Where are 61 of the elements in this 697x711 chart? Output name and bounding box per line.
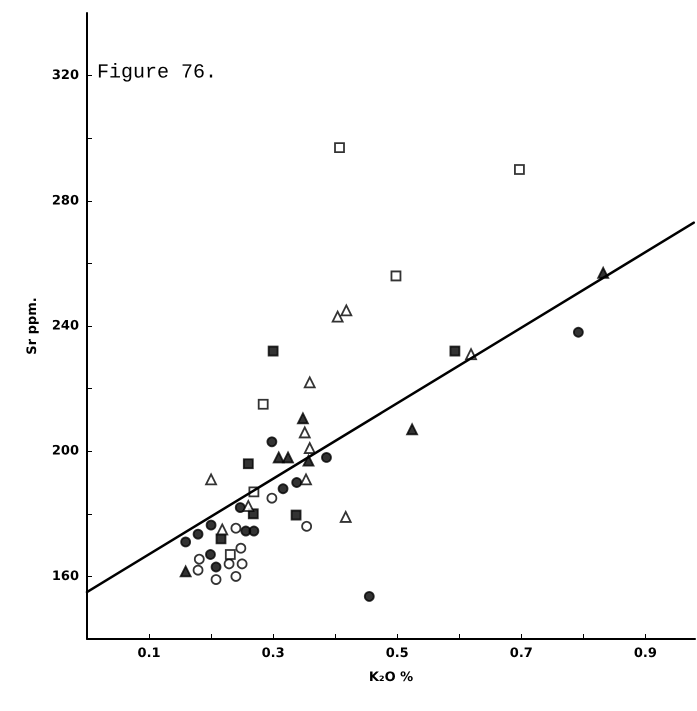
point (205, 549, 216, 560)
point (572, 326, 584, 338)
y-tick-label: 240 (52, 318, 79, 334)
point (210, 574, 222, 585)
x-tick-label: 0.3 (262, 646, 285, 661)
point (272, 452, 285, 464)
point (266, 436, 278, 448)
point (282, 452, 294, 464)
point (321, 452, 332, 463)
y-tick-label: 280 (52, 193, 79, 208)
point (180, 536, 192, 548)
point (248, 526, 260, 536)
point (234, 502, 246, 513)
point (300, 473, 312, 486)
point (340, 304, 352, 316)
point (258, 398, 269, 410)
point (278, 483, 288, 494)
y-axis-title: Sr ppm. (25, 297, 40, 355)
point (301, 520, 312, 532)
point (210, 562, 222, 572)
point (242, 500, 254, 512)
point (242, 458, 254, 470)
point (205, 473, 217, 486)
point (302, 454, 314, 466)
x-tick-label: 0.9 (634, 646, 657, 661)
point (290, 510, 302, 520)
point (390, 270, 402, 282)
point (235, 542, 246, 554)
y-tick-label: 200 (52, 444, 79, 459)
point (297, 412, 309, 424)
point (216, 524, 228, 536)
point (192, 528, 204, 540)
point (406, 423, 418, 436)
point (224, 558, 234, 570)
point (180, 565, 192, 578)
y-tick-label: 320 (52, 68, 79, 84)
text: Figure 76. (97, 62, 218, 84)
point (206, 520, 216, 530)
point (298, 426, 311, 438)
point (332, 310, 344, 323)
point (268, 346, 279, 356)
point (266, 492, 278, 504)
point (514, 164, 525, 175)
point (450, 346, 460, 356)
x-tick-label: 0.5 (386, 646, 409, 661)
y-tick-label: 160 (52, 568, 79, 584)
point (230, 571, 242, 582)
point (364, 591, 375, 602)
point (291, 477, 302, 488)
point (304, 442, 316, 454)
point (236, 558, 248, 570)
point (192, 564, 204, 576)
point (230, 522, 242, 534)
point (194, 554, 205, 565)
x-axis-title: K₂O % (368, 670, 414, 685)
point (340, 511, 352, 523)
x-tick-label: 0.7 (510, 646, 533, 661)
point (334, 142, 345, 153)
x-tick-label: 0.1 (138, 646, 161, 661)
point (304, 376, 316, 388)
point (224, 549, 236, 560)
